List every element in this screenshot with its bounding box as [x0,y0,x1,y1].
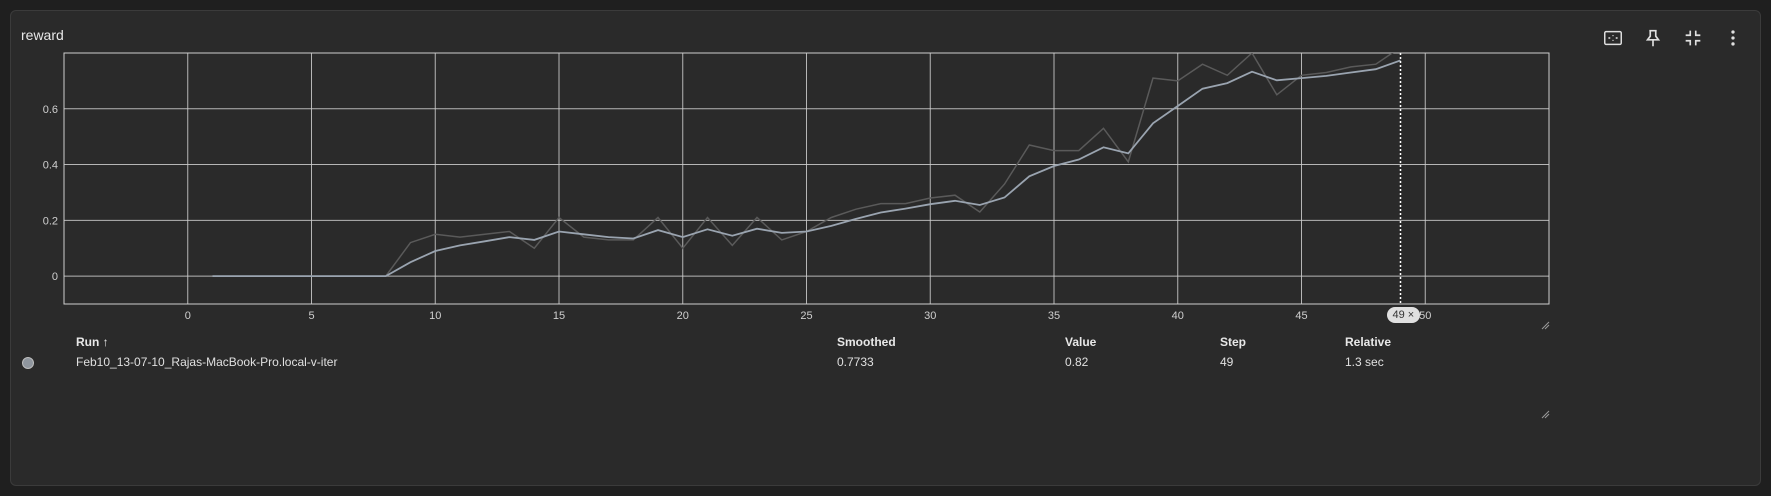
card-toolbar [1598,23,1748,53]
run-color-dot[interactable] [22,357,34,369]
fit-domain-button[interactable] [1598,23,1628,53]
x-tick-label: 40 [1172,310,1184,322]
x-tick-label: 15 [553,310,565,322]
hover-step-label: 49 [1392,309,1405,321]
collapse-button[interactable] [1678,23,1708,53]
card-title: reward [21,27,64,43]
smoothed-value: 0.7733 [837,355,874,369]
column-header-run[interactable]: Run ↑ [76,335,109,349]
table-resize-handle-icon[interactable] [1540,409,1550,419]
x-tick-label: 50 [1419,310,1431,322]
column-header-smoothed[interactable]: Smoothed [837,335,896,349]
column-header-step[interactable]: Step [1220,335,1247,349]
x-tick-label: 30 [924,310,936,322]
y-tick-label: 0.6 [43,104,58,116]
collapse-icon [1685,30,1701,46]
reward-chart[interactable]: 0 5 10 15 20 25 30 35 40 45 50 0 0.2 0.4 0.6 [11,11,1762,351]
fit-domain-icon [1604,30,1622,46]
y-tick-label: 0 [52,271,58,283]
relative-value: 1.3 sec [1345,355,1384,369]
x-tick-label: 5 [308,310,314,322]
hover-step-badge[interactable]: 49 × [1386,307,1421,323]
raw-value: 0.82 [1065,355,1089,369]
pin-button[interactable] [1638,23,1668,53]
more-vert-icon [1731,30,1735,46]
x-tick-label: 10 [429,310,441,322]
pin-icon [1645,29,1661,47]
more-options-button[interactable] [1718,23,1748,53]
x-tick-label: 35 [1048,310,1060,322]
x-tick-label: 20 [677,310,689,322]
column-header-relative[interactable]: Relative [1345,335,1392,349]
y-tick-label: 0.2 [43,215,58,227]
y-tick-label: 0.4 [43,160,58,172]
x-tick-label: 25 [800,310,812,322]
x-tick-label: 0 [185,310,191,322]
column-header-value[interactable]: Value [1065,335,1097,349]
step-value: 49 [1220,355,1234,369]
run-name: Feb10_13-07-10_Rajas-MacBook-Pro.local-v… [76,355,338,369]
chart-resize-handle-icon[interactable] [1540,320,1550,330]
x-tick-label: 45 [1295,310,1307,322]
smoothed-series-line [212,59,1401,277]
close-icon[interactable]: × [1407,309,1415,321]
scalar-card: reward 0 5 10 15 20 25 30 35 40 45 50 0 0.2 0.4 0.6 49 [10,10,1761,486]
